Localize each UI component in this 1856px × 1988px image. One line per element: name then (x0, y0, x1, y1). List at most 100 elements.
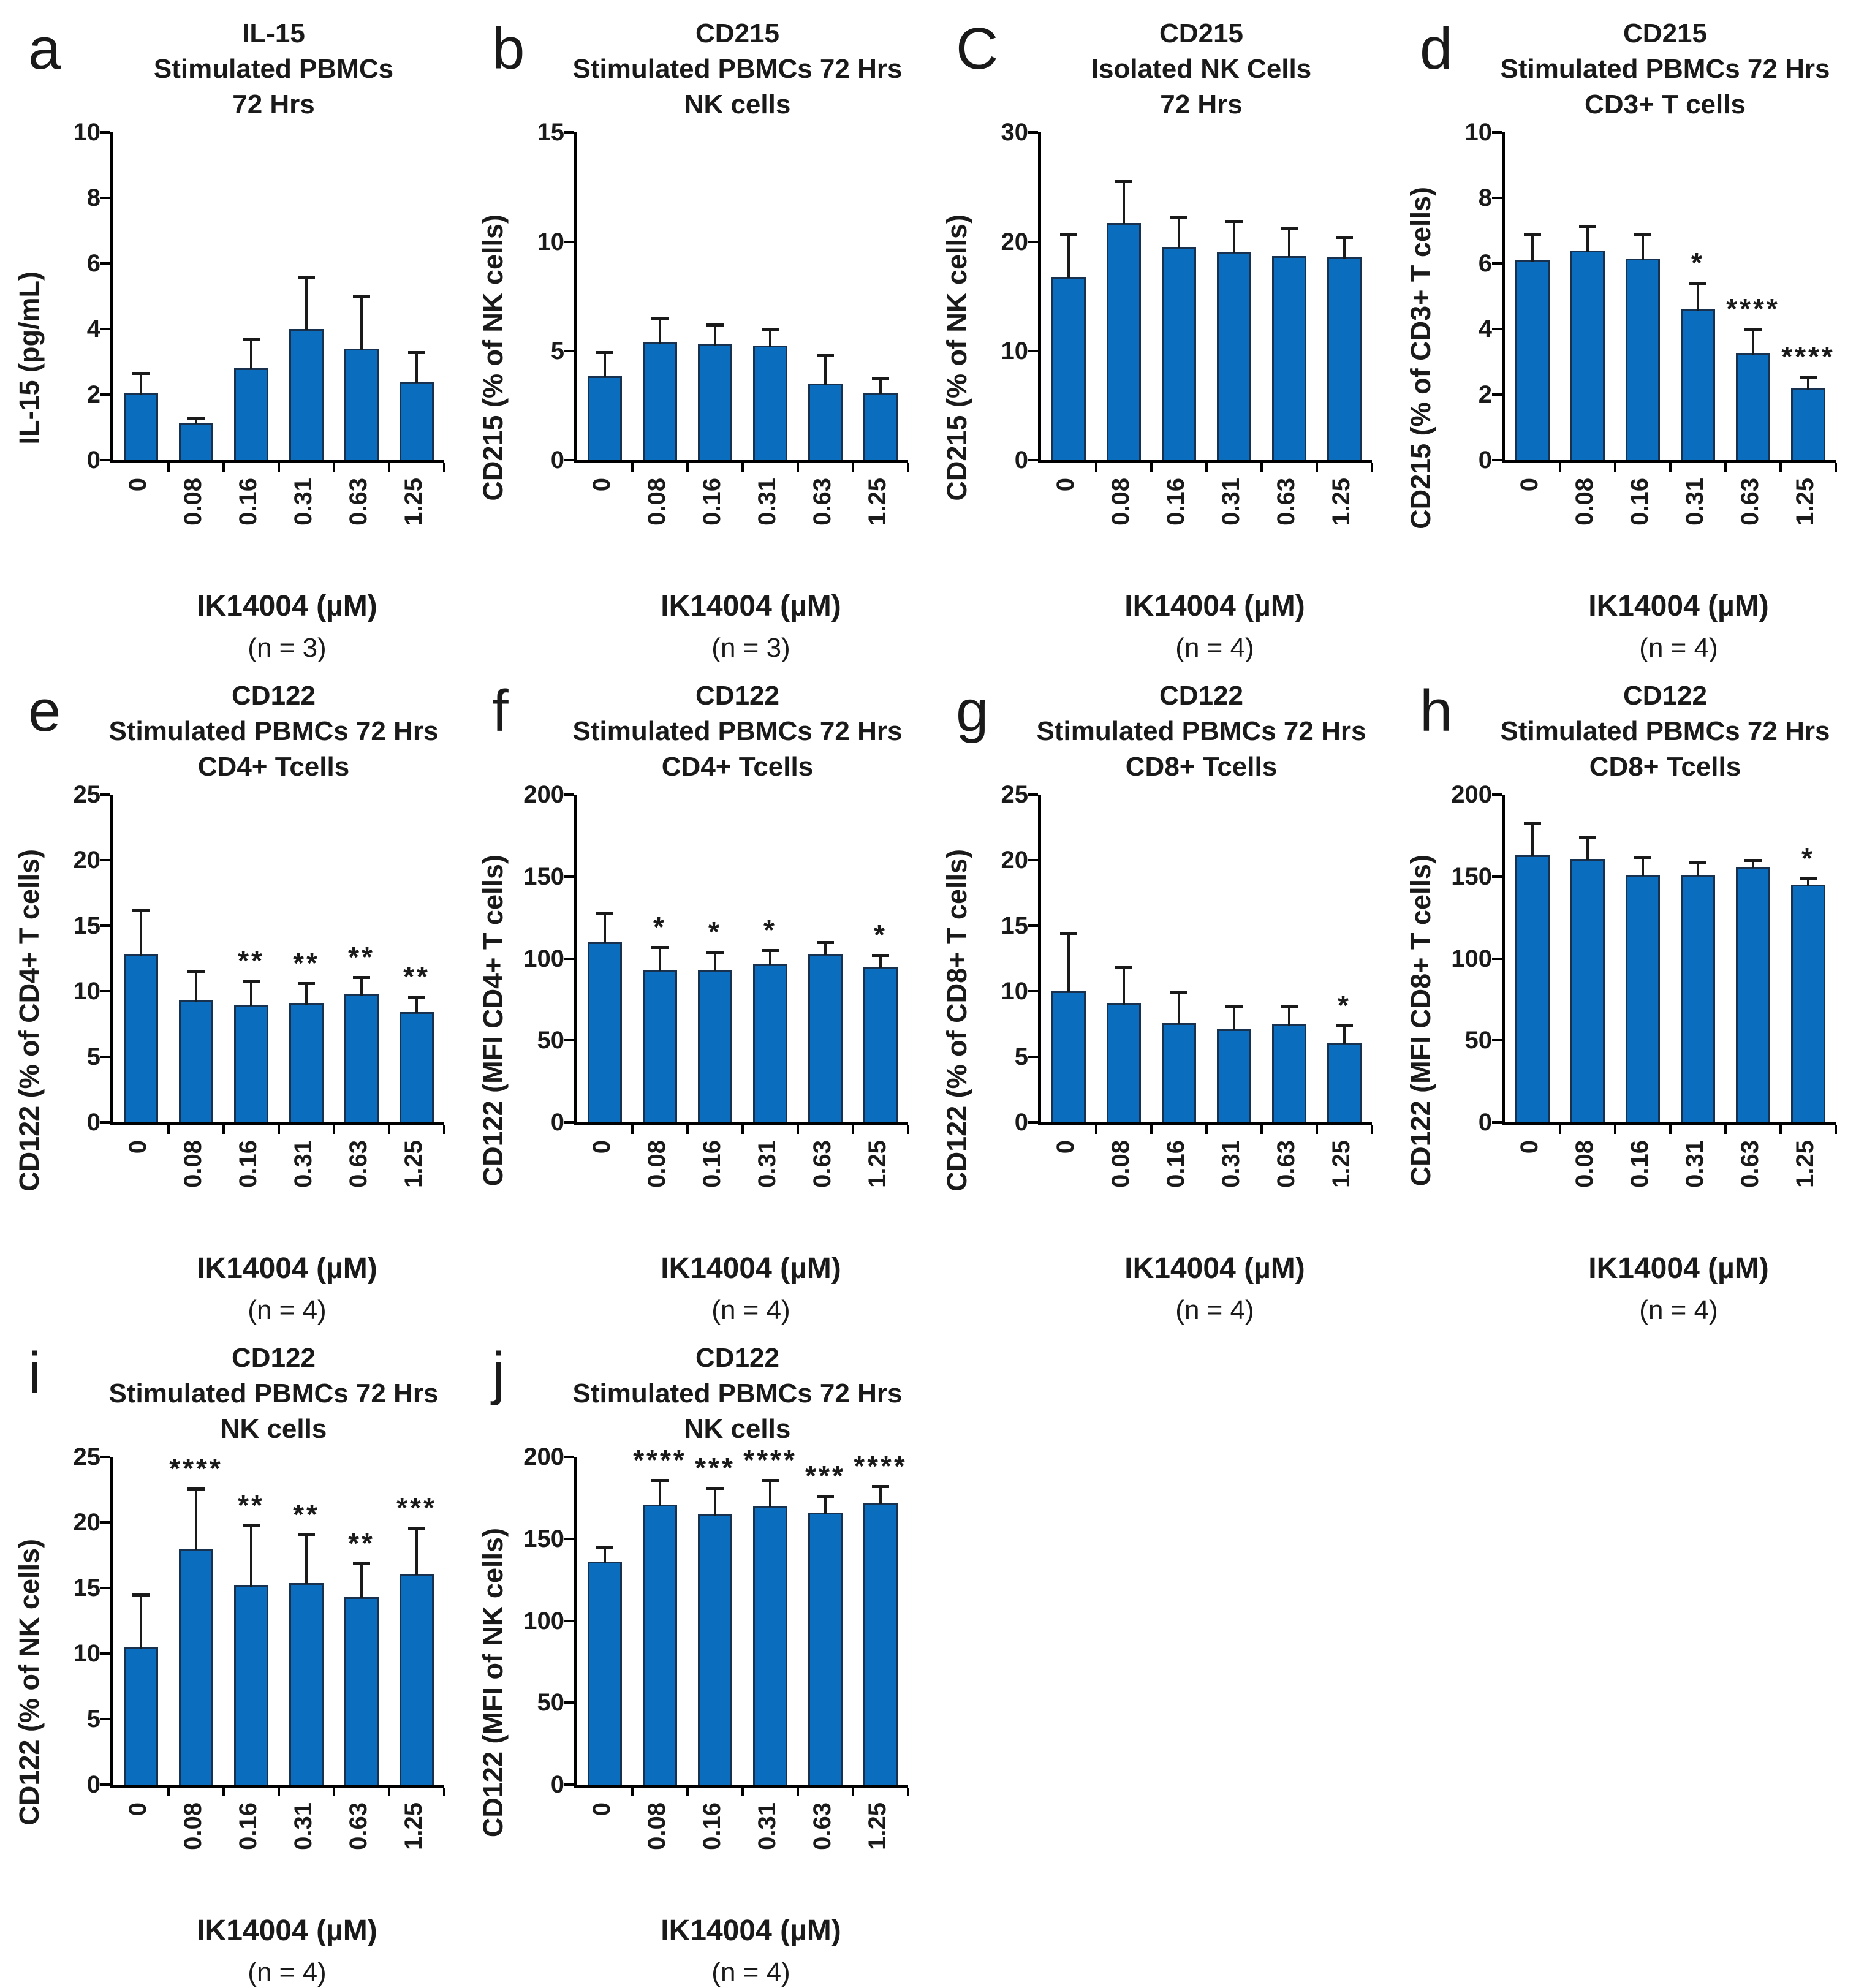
n-label: (n = 4) (711, 1295, 790, 1326)
x-tick-cell: 0 (574, 478, 629, 583)
x-tick-cell: 0.08 (1557, 1140, 1612, 1245)
error-cap (596, 911, 613, 915)
x-tick-cell: 0.31 (276, 1140, 331, 1245)
chart-panel-h: h CD122 Stimulated PBMCs 72 Hrs CD8+ Tcells… (1392, 662, 1855, 1325)
x-tick-mark (1260, 1125, 1263, 1135)
x-axis-title: IK14004 (µM) (1588, 590, 1769, 623)
x-tick-label: 0.08 (643, 478, 670, 526)
x-tick-label: 0 (588, 478, 615, 492)
x-tick-cell: 1.25 (1314, 1140, 1369, 1245)
x-tick-mark (443, 1125, 445, 1135)
error-whisker (604, 1547, 606, 1563)
x-tick-label: 1.25 (1791, 478, 1819, 526)
error-whisker (769, 1480, 771, 1508)
x-tick-mark (631, 463, 634, 472)
plot-area (1028, 131, 1373, 472)
y-tick-labels: 0 5 10 15 (522, 120, 574, 472)
x-tick-mark (1669, 463, 1672, 472)
x-tick-cell: 1.25 (386, 1140, 441, 1245)
y-tick-label: 50 (537, 1689, 565, 1717)
x-tick-mark (1559, 1125, 1561, 1135)
y-tick-label: 20 (73, 847, 101, 874)
y-tick-label: 6 (86, 250, 100, 278)
x-tick-label: 1.25 (400, 1802, 427, 1851)
x-tick-label: 0.16 (1626, 478, 1653, 526)
error-cap (817, 940, 834, 944)
y-tick-mark (1492, 793, 1502, 796)
n-label: (n = 4) (248, 1295, 327, 1326)
error-whisker (1531, 234, 1534, 262)
error-whisker (1343, 1025, 1346, 1044)
panel-title: CD122 Stimulated PBMCs 72 Hrs CD4+ Tcells (92, 678, 455, 785)
error-whisker (714, 325, 716, 346)
y-tick-label: 200 (523, 781, 564, 809)
panel-title: CD122 Stimulated PBMCs 72 Hrs NK cells (92, 1340, 455, 1447)
error-cap (298, 1533, 315, 1536)
panel-title-line: Stimulated PBMCs 72 Hrs (572, 716, 903, 747)
x-tick-label: 0.31 (1217, 1140, 1244, 1189)
y-axis-label: CD122 (% of CD4+ T cells) (0, 795, 58, 1245)
sig-stars: * (1691, 247, 1705, 279)
x-tick-cell: 0.16 (1612, 478, 1667, 583)
x-tick-cell: 0.63 (331, 1140, 386, 1245)
y-tick-label: 2 (1478, 381, 1492, 409)
error-cap (1115, 179, 1132, 183)
panel-letter: j (492, 1340, 506, 1406)
y-tick-mark (564, 875, 574, 878)
x-tick-cell: 0.08 (1093, 478, 1148, 583)
bar (234, 1585, 268, 1785)
error-whisker (879, 955, 882, 969)
panel-title-line: CD3+ T cells (1585, 89, 1746, 120)
error-whisker (1067, 934, 1070, 993)
error-whisker (195, 417, 197, 424)
error-cap (872, 377, 889, 380)
y-tick-label: 0 (550, 1771, 564, 1799)
bar (1217, 251, 1251, 461)
sig-stars: ** (348, 1527, 375, 1559)
error-whisker (1178, 992, 1180, 1024)
y-tick-mark (1492, 957, 1502, 960)
plot-area: **** *** **** *** **** (564, 1446, 909, 1797)
x-axis-title: IK14004 (µM) (661, 1914, 841, 1948)
y-tick-label: 10 (537, 228, 565, 255)
y-axis-label-text: CD215 (% of CD3+ T cells) (1404, 186, 1436, 529)
y-tick-label: 0 (1478, 1109, 1492, 1136)
sig-stars: ** (238, 1489, 265, 1521)
x-tick-cell: 0 (574, 1140, 629, 1245)
plot-area (564, 131, 909, 472)
error-cap (408, 995, 425, 999)
y-axis-label-text: CD122 (MFI CD8+ T cells) (1404, 854, 1436, 1186)
x-tick-mark (167, 463, 170, 472)
x-tick-mark (741, 1788, 744, 1797)
panel-letter: C (956, 16, 999, 81)
bar (400, 1012, 434, 1123)
plot-column: 0 0.08 0.16 0.31 0.63 1.25 (1028, 131, 1373, 583)
x-tick-cell: 1.25 (386, 478, 441, 583)
error-cap (1336, 1024, 1353, 1027)
x-tick-label: 0.08 (1570, 478, 1598, 526)
y-tick-mark (100, 262, 110, 265)
x-tick-label: 0.31 (1217, 478, 1244, 526)
x-tick-label: 0.16 (234, 1802, 262, 1851)
x-tick-label: 0.63 (1272, 478, 1300, 526)
x-tick-mark (907, 1125, 909, 1135)
error-whisker (140, 373, 142, 395)
bar (698, 970, 732, 1123)
y-tick-label: 150 (523, 1525, 564, 1552)
x-tick-label: 0.31 (753, 478, 781, 526)
panel-title-line: IL-15 (242, 18, 305, 48)
chart-area: CD122 (% of CD8+ T cells) 0 5 10 15 20 25 * 0 0.0… (928, 782, 1392, 1245)
error-cap (408, 1526, 425, 1530)
error-whisker (879, 1486, 882, 1505)
error-whisker (140, 910, 142, 956)
x-tick-label: 0 (124, 1140, 151, 1154)
y-tick-label: 0 (86, 1771, 100, 1799)
y-tick-mark (1492, 328, 1502, 331)
chart-area: CD215 (% of NK cells) 0 10 20 30 0 0.08 0.16 0.3… (928, 120, 1392, 583)
x-tick-cell: 0.08 (165, 1802, 221, 1908)
y-tick-label: 6 (1478, 250, 1492, 278)
y-tick-label: 10 (73, 978, 101, 1005)
n-label: (n = 3) (711, 633, 790, 663)
y-axis-label-text: CD215 (% of NK cells) (941, 214, 972, 502)
